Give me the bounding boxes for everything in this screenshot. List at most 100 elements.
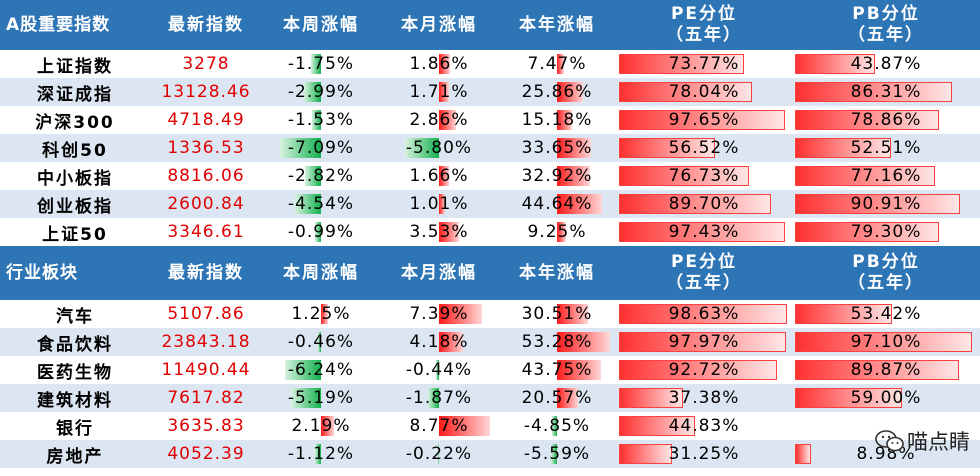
pe-percentile-bar (619, 444, 673, 464)
year-change-bar (557, 194, 602, 214)
section-b-header-row: 行业板块 最新指数 本周涨幅 本月涨幅 本年涨幅 PE分位 （五年） PB分位 … (0, 246, 980, 300)
month-change-value: 1.71% (409, 82, 469, 102)
latest-index-value: 7617.82 (150, 384, 262, 412)
year-change-value: 53.28% (521, 332, 593, 352)
pe-percentile-bar (619, 332, 786, 352)
month-change-value: -0.44% (405, 360, 473, 380)
header-pe-line2: （五年） (666, 25, 742, 45)
table-row: 沪深300 4718.49 -1.53% 2.86% 15.18% 97.65% 78.86… (0, 106, 980, 134)
row-name: 银行 (56, 418, 94, 439)
pe-percentile-bar (619, 388, 683, 408)
row-name: 科创50 (0, 134, 150, 162)
week-change-value: -1.75% (287, 54, 355, 74)
month-change-bar (405, 138, 439, 158)
week-change-value: 2.19% (291, 416, 351, 436)
pb-percentile-value: 90.91% (850, 194, 922, 214)
table-row: 房地产 4052.39 -1.12% -0.22% -5.59% 31.25% 8.98% (0, 440, 980, 468)
year-change-cell: 30.51% (498, 300, 616, 328)
week-change-value: -1.53% (287, 110, 355, 130)
header-pb-line2: （五年） (848, 273, 924, 293)
pb-percentile-bar (795, 388, 903, 408)
row-name: 建筑材料 (0, 384, 150, 412)
month-change-cell: 4.18% (380, 328, 498, 356)
week-change-value: -0.99% (287, 222, 355, 242)
pe-percentile-cell: 73.77% (616, 50, 792, 78)
week-change-cell: -1.75% (262, 50, 380, 78)
year-change-value: 20.57% (521, 388, 593, 408)
pb-percentile-bar (795, 360, 959, 380)
pb-percentile-bar (795, 194, 961, 214)
pb-percentile-value: 97.10% (850, 332, 922, 352)
header-pe-line1: PE分位 (670, 252, 738, 272)
week-change-cell: -0.99% (262, 218, 380, 246)
year-change-value: 25.86% (521, 82, 593, 102)
header-month: 本月涨幅 (380, 0, 498, 50)
pe-percentile-cell: 97.43% (616, 218, 792, 246)
header-pb: PB分位 （五年） (792, 246, 980, 300)
week-change-value: -0.46% (287, 332, 355, 352)
month-change-cell: 2.86% (380, 106, 498, 134)
year-change-cell: 7.47% (498, 50, 616, 78)
year-change-value: 44.64% (521, 194, 593, 214)
week-change-cell: -5.19% (262, 384, 380, 412)
year-change-value: -5.59% (523, 444, 591, 464)
pe-percentile-cell: 98.63% (616, 300, 792, 328)
week-change-bar (321, 304, 329, 324)
month-change-bar (437, 444, 439, 464)
month-change-value: 3.53% (409, 222, 469, 242)
year-change-value: 30.51% (521, 304, 593, 324)
week-change-value: 1.25% (291, 304, 351, 324)
pe-percentile-cell: 78.04% (616, 78, 792, 106)
pe-percentile-cell: 37.38% (616, 384, 792, 412)
header-month: 本月涨幅 (380, 246, 498, 300)
table-row: 上证50 3346.61 -0.99% 3.53% 9.25% 97.43% 79.30% (0, 218, 980, 246)
pe-percentile-cell: 97.97% (616, 328, 792, 356)
pe-percentile-cell: 92.72% (616, 356, 792, 384)
pb-percentile-cell: 78.86% (792, 106, 980, 134)
latest-index-value: 1336.53 (150, 134, 262, 162)
week-change-value: -6.24% (287, 360, 355, 380)
table-row: 中小板指 8816.06 -2.82% 1.66% 32.92% 76.73% 77.16% (0, 162, 980, 190)
pb-percentile-bar (795, 166, 936, 186)
month-change-bar (439, 54, 450, 74)
pb-percentile-cell: 59.00% (792, 384, 980, 412)
pe-percentile-value: 89.70% (668, 194, 740, 214)
year-change-bar (557, 82, 583, 102)
month-change-bar (439, 110, 456, 130)
row-name: 汽车 (56, 306, 94, 327)
pe-percentile-bar (619, 82, 752, 102)
header-name: A股重要指数 (0, 0, 150, 50)
pb-percentile-bar (795, 82, 953, 102)
pe-percentile-value: 78.04% (668, 82, 740, 102)
header-name: 行业板块 (0, 246, 150, 300)
pe-percentile-value: 92.72% (668, 360, 740, 380)
year-change-bar (551, 444, 557, 464)
week-change-cell: -1.12% (262, 440, 380, 468)
pb-percentile-cell: 86.31% (792, 78, 980, 106)
table-row: 汽车 5107.86 1.25% 7.39% 30.51% 98.63% 53.42% (0, 300, 980, 328)
week-change-bar (318, 332, 321, 352)
pb-percentile-cell: 97.10% (792, 328, 980, 356)
month-change-bar (439, 416, 490, 436)
month-change-value: 7.39% (409, 304, 469, 324)
pe-percentile-bar (619, 360, 777, 380)
latest-index-value: 4052.39 (150, 440, 262, 468)
year-change-cell: 53.28% (498, 328, 616, 356)
pb-percentile-value: 59.00% (850, 388, 922, 408)
week-change-value: -2.99% (287, 82, 355, 102)
row-name: 上证指数 (37, 56, 113, 77)
year-change-cell: 15.18% (498, 106, 616, 134)
year-change-bar (552, 416, 557, 436)
table-row: 银行 3635.83 2.19% 8.77% -4.85% 44.83% (0, 412, 980, 440)
pb-percentile-bar (795, 110, 939, 130)
pe-percentile-bar (619, 222, 785, 242)
month-change-bar (439, 166, 449, 186)
year-change-bar (557, 332, 611, 352)
header-pe-line1: PE分位 (670, 4, 738, 24)
month-change-value: 1.66% (409, 166, 469, 186)
latest-index-value: 5107.86 (167, 304, 245, 324)
wechat-icon (875, 430, 904, 452)
week-change-value: -5.19% (287, 388, 355, 408)
week-change-bar (303, 82, 321, 102)
